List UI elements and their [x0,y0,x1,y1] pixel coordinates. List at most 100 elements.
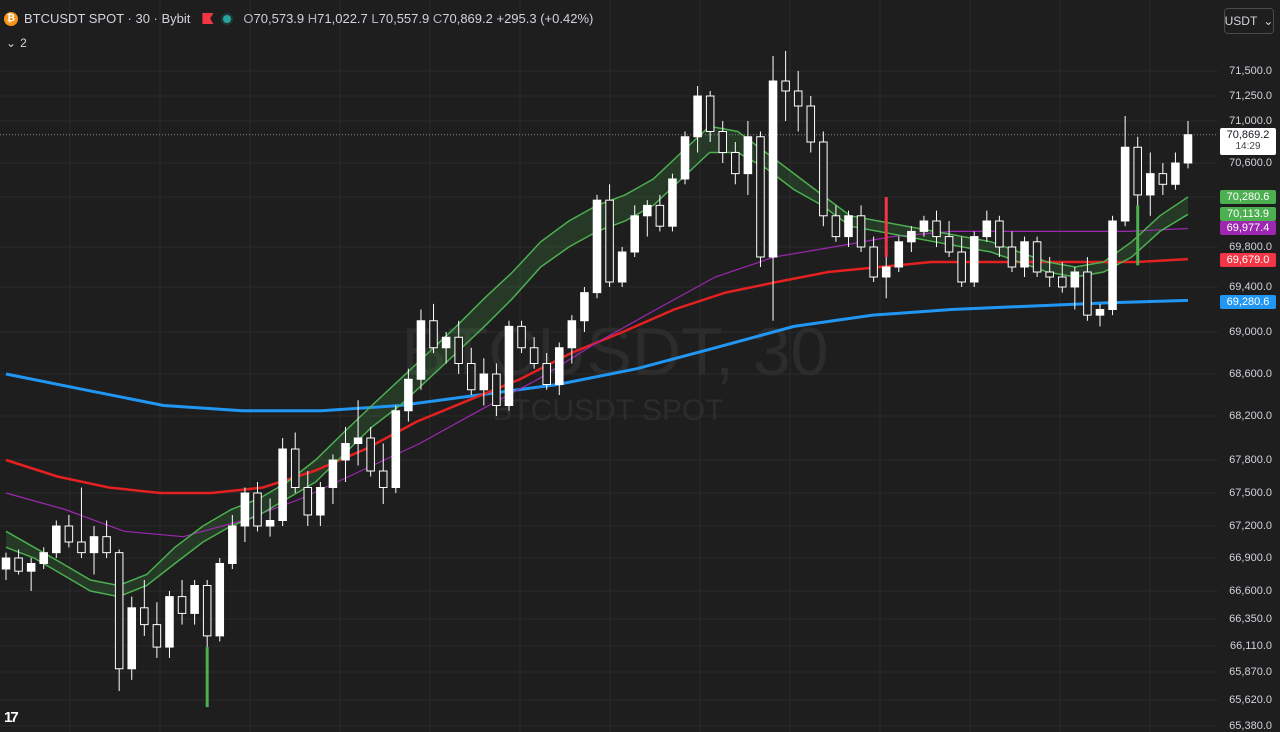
price-tick-label: 67,200.0 [1229,520,1272,532]
candle-body [793,90,803,107]
candle-body [152,624,162,648]
candle-body [567,320,577,349]
currency-select[interactable]: USDT ⌄ [1224,8,1274,34]
candle-body [316,487,325,516]
candle-body [630,215,639,253]
price-tick-label: 66,110.0 [1229,640,1272,652]
candle-body [907,230,916,243]
candle-body [819,141,828,217]
candle-body [542,363,551,385]
candle-body [869,246,878,278]
candle-body [39,552,48,565]
ema-band-fill [6,126,1188,597]
candle-body [856,215,866,248]
candle-body [416,320,426,380]
candle-body [114,552,124,670]
candle-body [404,378,413,412]
candle-body [743,136,753,175]
ema-blue-line [5,298,1189,413]
last-price-tag: 70,869.2 14:29 [1220,128,1276,155]
candle-body [894,241,904,268]
candle-body [1070,271,1080,288]
price-tag: 70,280.6 [1220,190,1276,204]
candle-body [240,492,250,527]
candle-body [655,204,665,227]
candle-body [190,585,199,614]
candle-body [89,536,99,554]
candle-body [77,541,86,554]
candle-body [1120,146,1130,222]
candle-body [177,596,187,614]
candle-body [102,536,111,554]
candle-body [1057,276,1067,288]
candle-body [26,563,36,572]
price-tick-label: 66,350.0 [1229,613,1272,625]
candle-body [605,199,614,283]
candle-body [705,95,715,132]
price-tick-label: 66,600.0 [1229,585,1272,597]
candle-body [215,563,225,637]
price-tick-label: 71,250.0 [1229,90,1272,102]
candle-body [555,347,564,385]
price-tick-label: 70,600.0 [1229,157,1272,169]
candle-body [378,470,388,488]
indicators-toggle[interactable]: ⌄ 2 [6,36,27,50]
candle-body [1095,309,1105,316]
candle-body [366,437,375,472]
candle-body [580,292,589,322]
price-tag: 70,113.9 [1220,207,1276,221]
candle-body [1045,271,1054,278]
candle-body [529,347,539,364]
candle-body [517,325,526,349]
candle-body [1020,241,1029,268]
flag-icon[interactable] [202,13,214,24]
candle-body [957,251,966,283]
price-tick-label: 65,870.0 [1229,666,1272,678]
price-axis[interactable]: USDT⌄ 71,500.0 71,250.0 71,000.0 70,600.0 70… [1218,0,1280,732]
candle-body [391,410,401,488]
candle-body [353,437,363,444]
candle-body [1133,146,1142,196]
candle-body [718,131,728,153]
candle-body [202,585,212,637]
symbol-title[interactable]: BTCUSDT SPOT · 30 · Bybit [24,11,191,26]
candle-body [1183,134,1193,164]
candle-body [1032,241,1042,273]
price-tag: 69,679.0 [1220,253,1276,267]
candle-body [643,204,652,217]
price-tick-label: 65,380.0 [1229,720,1272,732]
candle-body [919,220,929,232]
candle-body [52,525,61,554]
candle-body [303,487,313,516]
candle-body [14,557,23,572]
candle-body [781,80,790,92]
candle-body [969,236,979,283]
candle-body [328,459,338,488]
chart-area[interactable]: BTCUSDT, 30 BTCUSDT SPOT ₿ BTCUSDT SPOT ·… [0,0,1218,732]
indicator-count: 2 [20,36,27,50]
symbol-header: ₿ BTCUSDT SPOT · 30 · Bybit O70,573.9 H7… [4,11,593,26]
price-tag: 69,977.4 [1220,221,1276,235]
tradingview-logo-icon[interactable]: 17 [4,709,19,726]
candle-body [504,325,514,406]
candle-body [995,220,1004,248]
candle-body [1,557,11,570]
price-tick-label: 65,620.0 [1229,694,1272,706]
candle-body [479,373,489,391]
price-tick-label: 69,800.0 [1229,241,1272,253]
candle-body [1171,162,1180,185]
candle-body [881,266,891,278]
candle-body [680,136,690,180]
candle-body [1146,173,1155,196]
chevron-down-icon: ⌄ [6,36,17,50]
candle-body [844,215,853,238]
candle-body [64,525,74,543]
candle-body [140,607,149,626]
price-tick-label: 69,400.0 [1229,281,1272,293]
candle-body [768,80,778,258]
watermark-exchange: BTCUSDT SPOT [492,394,723,427]
candle-body [1007,246,1017,268]
price-tick-label: 68,600.0 [1229,368,1272,380]
candle-body [265,520,275,527]
